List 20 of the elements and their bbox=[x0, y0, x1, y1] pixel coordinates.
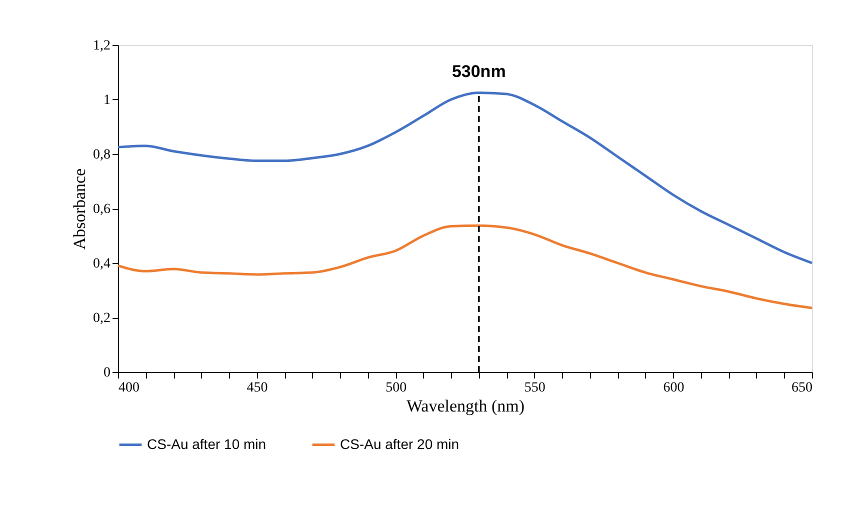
x-tick-label: 650 bbox=[792, 380, 812, 396]
x-axis-title: Wavelength (nm) bbox=[406, 396, 525, 416]
y-axis-title: Absorbance bbox=[70, 168, 89, 250]
x-tick-label: 450 bbox=[246, 380, 268, 396]
y-tick-label: 0,4 bbox=[93, 256, 110, 272]
x-tick-label: 600 bbox=[663, 380, 684, 396]
y-tick-label: 1,2 bbox=[93, 38, 110, 54]
y-tick-label: 0 bbox=[104, 366, 110, 380]
y-tick-label: 1 bbox=[104, 93, 110, 108]
y-tick-label: 0,2 bbox=[93, 311, 110, 326]
x-tick-label: 400 bbox=[118, 380, 140, 396]
ref-line-label: 530nm bbox=[452, 62, 506, 81]
y-tick-label: 0,8 bbox=[93, 148, 110, 162]
x-tick-label: 550 bbox=[524, 380, 546, 396]
y-tick-label: 0,6 bbox=[93, 202, 110, 217]
legend-label: CS-Au after 10 min bbox=[147, 436, 266, 452]
line-series bbox=[116, 224, 814, 310]
x-tick-label: 500 bbox=[386, 380, 407, 396]
line-series bbox=[116, 91, 814, 264]
legend-label: CS-Au after 20 min bbox=[340, 436, 460, 452]
